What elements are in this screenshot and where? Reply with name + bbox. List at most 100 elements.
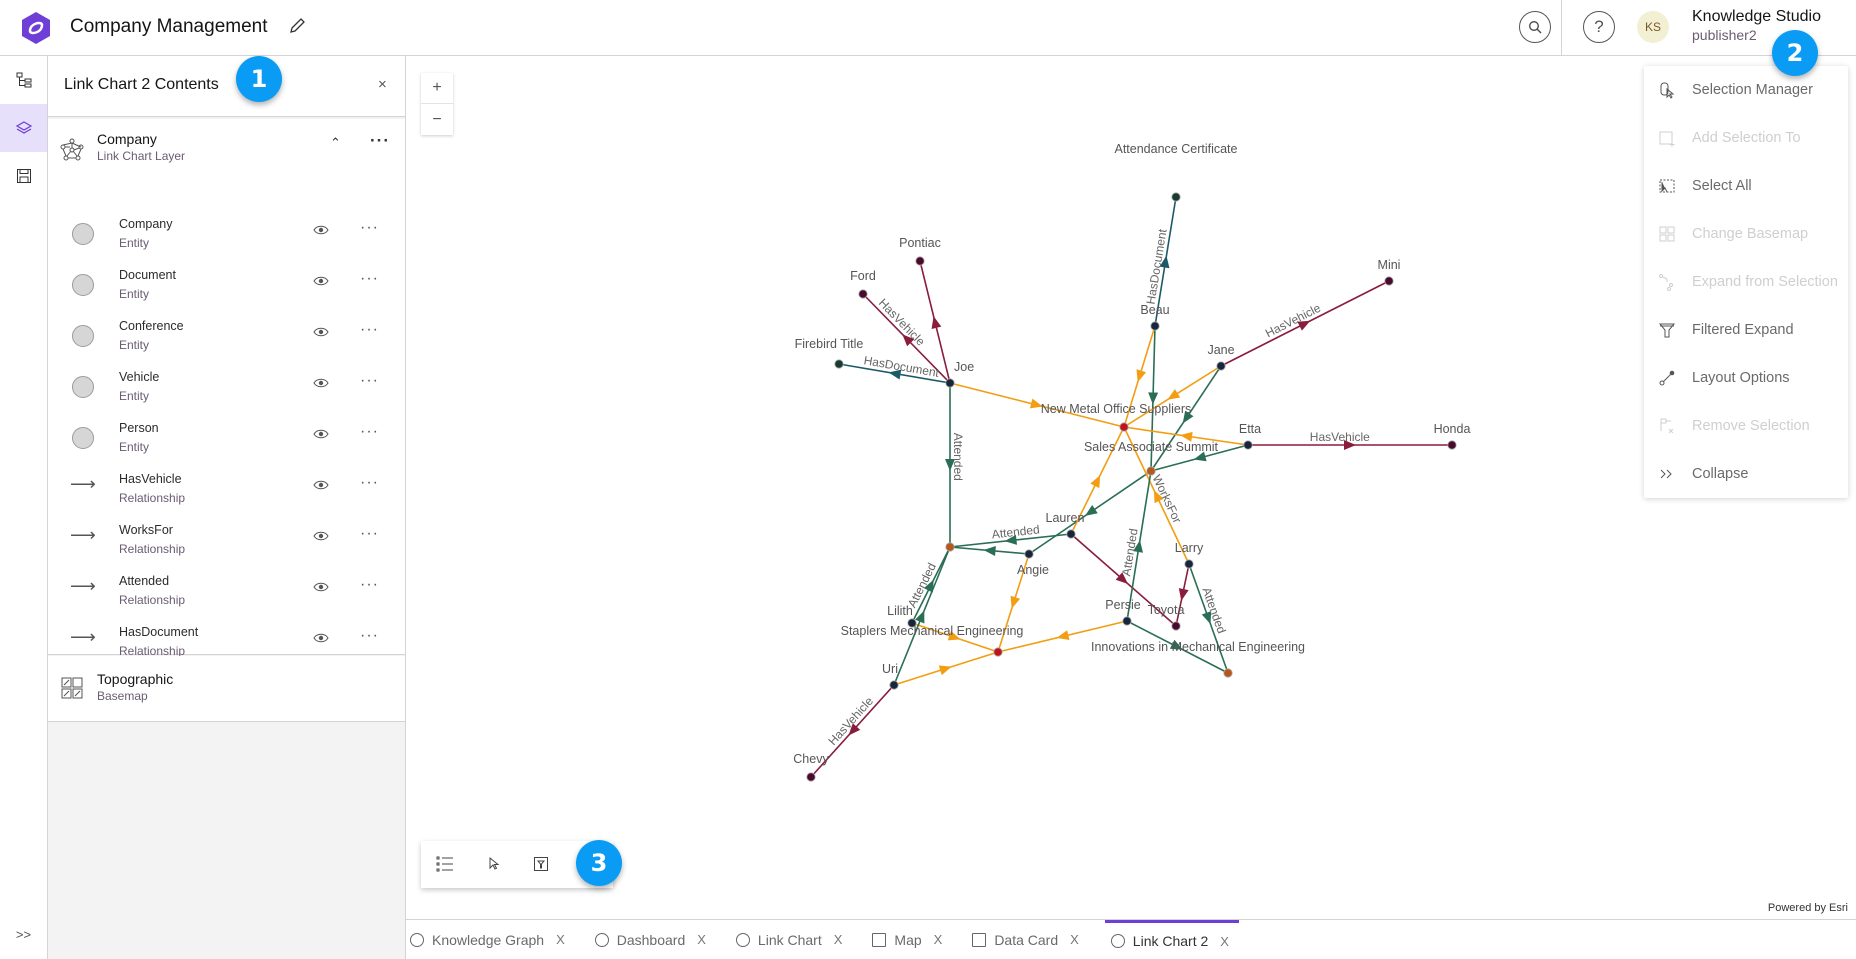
node-person[interactable] [1024,549,1034,559]
layer-item-hasdocument[interactable]: ⟶ HasDocument Relationship ··· [48,617,405,668]
item-options-button[interactable]: ··· [360,576,379,594]
node-vehicle[interactable] [1171,621,1181,631]
node-company[interactable] [993,647,1003,657]
visibility-toggle[interactable] [313,274,329,292]
item-options-button[interactable]: ··· [360,525,379,543]
rail-button-hierarchy[interactable] [0,56,47,104]
edge-arrow-icon [1182,410,1194,424]
expand-icon [1658,273,1676,291]
menu-item-filtered-expand[interactable]: Filtered Expand [1644,306,1848,354]
item-options-button[interactable]: ··· [360,474,379,492]
layer-item-document[interactable]: Document Entity ··· [48,260,405,311]
node-person[interactable] [889,680,899,690]
layer-item-hasvehicle[interactable]: ⟶ HasVehicle Relationship ··· [48,464,405,515]
menu-item-remove-selection[interactable]: Remove Selection [1644,402,1848,450]
node-person[interactable] [1066,529,1076,539]
node-vehicle[interactable] [806,772,816,782]
user-name[interactable]: Knowledge Studio [1692,8,1821,25]
link-chart-canvas[interactable]: HasVehicle HasDocument Attended HasDocument… [407,57,1856,919]
more-icon: ··· [360,576,379,593]
rail-button-layers[interactable] [0,104,47,152]
visibility-toggle[interactable] [313,376,329,394]
node-vehicle[interactable] [915,256,925,266]
node-conference[interactable] [945,542,955,552]
visibility-toggle[interactable] [313,325,329,343]
node-company[interactable] [1119,422,1129,432]
menu-item-collapse[interactable]: Collapse [1644,450,1848,498]
item-options-button[interactable]: ··· [360,270,379,288]
eye-icon [313,378,329,388]
node-label: Pontiac [899,236,941,250]
app-logo-icon[interactable] [20,11,52,50]
list-button[interactable] [436,855,454,878]
menu-item-select-all[interactable]: Select All [1644,162,1848,210]
item-options-button[interactable]: ··· [360,423,379,441]
tab-dashboard[interactable]: Dashboard X [591,920,710,959]
tab-data-card[interactable]: Data Card X [968,920,1082,959]
node-document[interactable] [1171,192,1181,202]
zoom-in-button[interactable]: + [421,73,453,104]
layer-item-conference[interactable]: Conference Entity ··· [48,311,405,362]
visibility-toggle[interactable] [313,427,329,445]
visibility-toggle[interactable] [313,478,329,496]
rail-button-save[interactable] [0,152,47,200]
layer-item-vehicle[interactable]: Vehicle Entity ··· [48,362,405,413]
collapse-layer-button[interactable]: ⌃ [330,135,341,151]
node-conference[interactable] [1146,466,1156,476]
layer-item-attended[interactable]: ⟶ Attended Relationship ··· [48,566,405,617]
item-options-button[interactable]: ··· [360,627,379,645]
zoom-out-button[interactable]: − [432,110,442,128]
layer-item-company[interactable]: Company Entity ··· [48,209,405,260]
layer-item-worksfor[interactable]: ⟶ WorksFor Relationship ··· [48,515,405,566]
link-chart-graph[interactable]: HasVehicleHasDocumentAttendedHasDocument… [407,57,1856,919]
node-vehicle[interactable] [1447,440,1457,450]
node-person[interactable] [1216,361,1226,371]
visibility-toggle[interactable] [313,529,329,547]
close-tab-button[interactable]: X [556,932,565,947]
edge-arrow-icon [938,665,952,676]
user-avatar[interactable]: KS [1637,11,1669,43]
node-person[interactable] [1184,559,1194,569]
node-vehicle[interactable] [1384,276,1394,286]
expand-rail-button[interactable]: >> [0,910,47,958]
node-person[interactable] [1122,616,1132,626]
node-document[interactable] [834,359,844,369]
menu-item-expand-from-selection[interactable]: Expand from Selection [1644,258,1848,306]
layer-item-person[interactable]: Person Entity ··· [48,413,405,464]
close-tab-button[interactable]: X [833,932,843,947]
node-conference[interactable] [1223,668,1233,678]
select-button[interactable] [487,856,501,877]
menu-item-layout-options[interactable]: Layout Options [1644,354,1848,402]
layer-options-button[interactable]: ··· [370,131,390,151]
close-tab-button[interactable]: X [933,932,943,947]
tab-link-chart-2[interactable]: Link Chart 2 X [1104,920,1239,959]
item-options-button[interactable]: ··· [360,219,379,237]
help-button[interactable]: ? [1583,11,1615,43]
menu-item-change-basemap[interactable]: Change Basemap [1644,210,1848,258]
node-person[interactable] [1150,321,1160,331]
close-tab-button[interactable]: X [1070,932,1079,947]
close-panel-button[interactable]: × [378,76,387,93]
tab-map[interactable]: Map X [868,920,946,959]
menu-item-add-selection-to[interactable]: Add Selection To [1644,114,1848,162]
link-chart-icon [735,932,750,947]
search-button[interactable] [1519,11,1551,43]
node-vehicle[interactable] [858,289,868,299]
close-tab-button[interactable]: X [697,932,706,947]
tab-knowledge-graph[interactable]: Knowledge Graph X [406,920,569,959]
node-person[interactable] [907,618,917,628]
visibility-toggle[interactable] [313,223,329,241]
visibility-toggle[interactable] [313,580,329,598]
node-person[interactable] [1243,440,1253,450]
attribution[interactable]: Powered by Esri [1767,902,1848,914]
edit-title-pencil-icon[interactable] [288,17,306,40]
node-person[interactable] [945,378,955,388]
item-options-button[interactable]: ··· [360,321,379,339]
menu-item-selection-manager[interactable]: Selection Manager [1644,66,1848,114]
filter-select-button[interactable] [533,856,549,877]
visibility-toggle[interactable] [313,631,329,649]
item-options-button[interactable]: ··· [360,372,379,390]
close-tab-button[interactable]: X [1220,933,1229,949]
basemap-row[interactable]: Topographic Basemap [48,656,405,722]
tab-link-chart[interactable]: Link Chart X [732,920,846,959]
